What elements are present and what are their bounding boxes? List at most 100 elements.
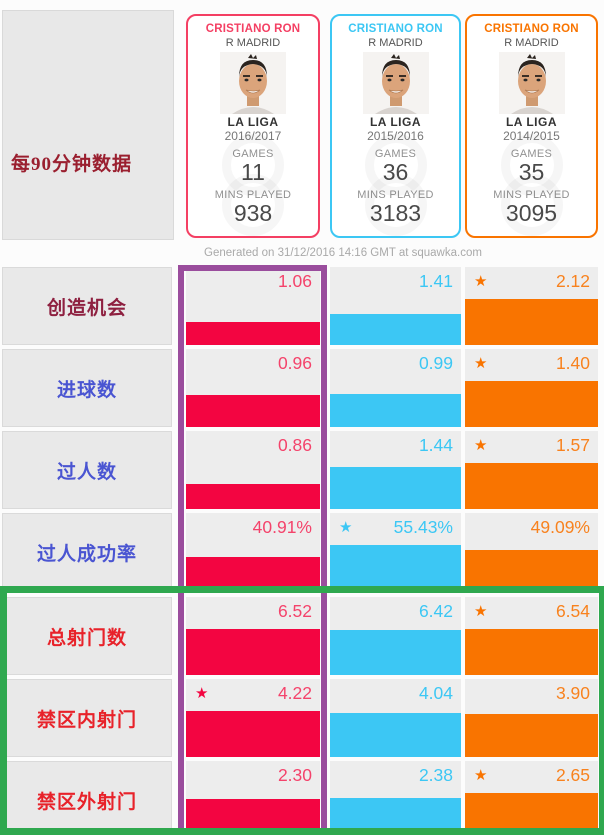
stat-bar: [330, 314, 461, 345]
stat-bar: [330, 630, 461, 675]
season-label: 2014/2015: [503, 129, 560, 143]
stat-value: 2.30: [277, 765, 312, 785]
stat-cell: ★ 55.43%: [330, 513, 461, 591]
stat-bar: [186, 711, 320, 757]
stat-value: 40.91%: [252, 517, 312, 537]
stat-value: 3.90: [555, 683, 590, 703]
stat-value: 1.41: [418, 271, 453, 291]
games-value: 35: [518, 159, 545, 185]
stat-label-button[interactable]: 总射门数: [2, 597, 172, 675]
player-card-2016-2017[interactable]: CRISTIANO RON R MADRID LA LIGA 2016/2017…: [186, 14, 320, 238]
stat-value: 49.09%: [530, 517, 590, 537]
stat-row-shots-outside-box: 禁区外射门 2.30 2.38 ★ 2.65: [0, 761, 604, 835]
team-name: R MADRID: [504, 37, 559, 49]
best-star-icon: ★: [339, 519, 353, 536]
stat-bar: [465, 629, 598, 675]
stat-cell: ★ 1.57: [465, 431, 598, 509]
stat-value: 55.43%: [393, 517, 453, 537]
stat-value: 1.40: [555, 353, 590, 373]
stat-cell: 0.99: [330, 349, 461, 427]
games-label: GAMES: [510, 148, 553, 160]
best-star-icon: ★: [474, 355, 488, 372]
stat-value: 6.52: [277, 601, 312, 621]
stat-bar: [186, 484, 320, 509]
stat-label-button[interactable]: 禁区外射门: [2, 761, 172, 835]
stat-row-chances-created: 创造机会 1.06 1.41 ★ 2.12: [0, 267, 604, 345]
league-label: LA LIGA: [227, 115, 279, 129]
best-star-icon: ★: [195, 685, 209, 702]
stat-bar: [186, 557, 320, 591]
mins-played-value: 938: [233, 200, 273, 227]
stat-bar: [465, 793, 598, 835]
league-label: LA LIGA: [369, 115, 422, 129]
stat-row-total-shots: 总射门数 6.52 6.42 ★ 6.54: [0, 597, 604, 675]
games-label: GAMES: [232, 148, 274, 160]
stat-value: 1.06: [277, 271, 312, 291]
best-star-icon: ★: [474, 437, 488, 454]
stat-bar: [186, 629, 320, 675]
league-label: LA LIGA: [505, 115, 558, 129]
stat-cell: 3.90: [465, 679, 598, 757]
stat-bar: [330, 467, 461, 509]
games-value: 36: [382, 159, 409, 185]
stat-cell: 1.44: [330, 431, 461, 509]
player-card-2015-2016[interactable]: CRISTIANO RON R MADRID LA LIGA 2015/2016…: [330, 14, 461, 238]
player-card-2014-2015[interactable]: CRISTIANO RON R MADRID LA LIGA 2014/2015…: [465, 14, 598, 238]
stat-value: 1.44: [418, 435, 453, 455]
player-name: CRISTIANO RON: [484, 23, 579, 35]
stat-bar: [465, 299, 598, 345]
mins-played-value: 3183: [369, 200, 422, 227]
stat-bar: [330, 545, 461, 591]
games-label: GAMES: [374, 148, 417, 160]
stat-cell: ★ 6.54: [465, 597, 598, 675]
best-star-icon: ★: [474, 603, 488, 620]
generated-note: Generated on 31/12/2016 14:16 GMT at squ…: [204, 247, 482, 259]
stat-label-button[interactable]: 创造机会: [2, 267, 172, 345]
stat-bar: [465, 714, 598, 757]
stat-cell: ★ 4.22: [186, 679, 320, 757]
stat-cell: 2.38: [330, 761, 461, 835]
stat-label-button[interactable]: 禁区内射门: [2, 679, 172, 757]
stat-cell: ★ 1.40: [465, 349, 598, 427]
stat-cell: 0.96: [186, 349, 320, 427]
stat-value: 0.86: [277, 435, 312, 455]
stat-cell: 4.04: [330, 679, 461, 757]
stat-bar: [186, 395, 320, 427]
stat-bar: [330, 713, 461, 757]
stat-cell: 0.86: [186, 431, 320, 509]
stat-value: 6.54: [555, 601, 590, 621]
stat-cell: 2.30: [186, 761, 320, 835]
team-name: R MADRID: [225, 37, 281, 49]
stat-bar: [186, 799, 320, 835]
stat-row-dribbles: 过人数 0.86 1.44 ★ 1.57: [0, 431, 604, 509]
mins-played-label: MINS PLAYED: [493, 189, 570, 202]
stat-row-shots-inside-box: 禁区内射门 ★ 4.22 4.04 3.90: [0, 679, 604, 757]
stat-bar: [465, 463, 598, 509]
mins-played-value: 3095: [505, 200, 558, 227]
stat-label-button[interactable]: 过人成功率: [2, 513, 172, 591]
stat-label-button[interactable]: 进球数: [2, 349, 172, 427]
best-star-icon: ★: [474, 273, 488, 290]
per-90-panel: 每90分钟数据: [2, 10, 174, 240]
stat-value: 2.12: [555, 271, 590, 291]
player-avatar-image: [498, 52, 565, 114]
stat-value: 1.57: [555, 435, 590, 455]
mins-played-label: MINS PLAYED: [214, 189, 292, 202]
best-star-icon: ★: [474, 767, 488, 784]
stat-bar: [186, 322, 320, 345]
stat-cell: ★ 2.65: [465, 761, 598, 835]
stat-bar: [330, 394, 461, 427]
season-label: 2016/2017: [224, 129, 282, 143]
stat-value: 4.04: [418, 683, 453, 703]
mins-played-label: MINS PLAYED: [357, 189, 434, 202]
stat-value: 4.22: [277, 683, 312, 703]
stat-value: 2.38: [418, 765, 453, 785]
stat-label-button[interactable]: 过人数: [2, 431, 172, 509]
stat-bar: [465, 550, 598, 591]
stat-cell: 1.06: [186, 267, 320, 345]
player-avatar-image: [220, 52, 286, 114]
per-90-title: 每90分钟数据: [11, 154, 133, 175]
player-avatar-image: [362, 52, 429, 114]
stat-row-goals: 进球数 0.96 0.99 ★ 1.40: [0, 349, 604, 427]
